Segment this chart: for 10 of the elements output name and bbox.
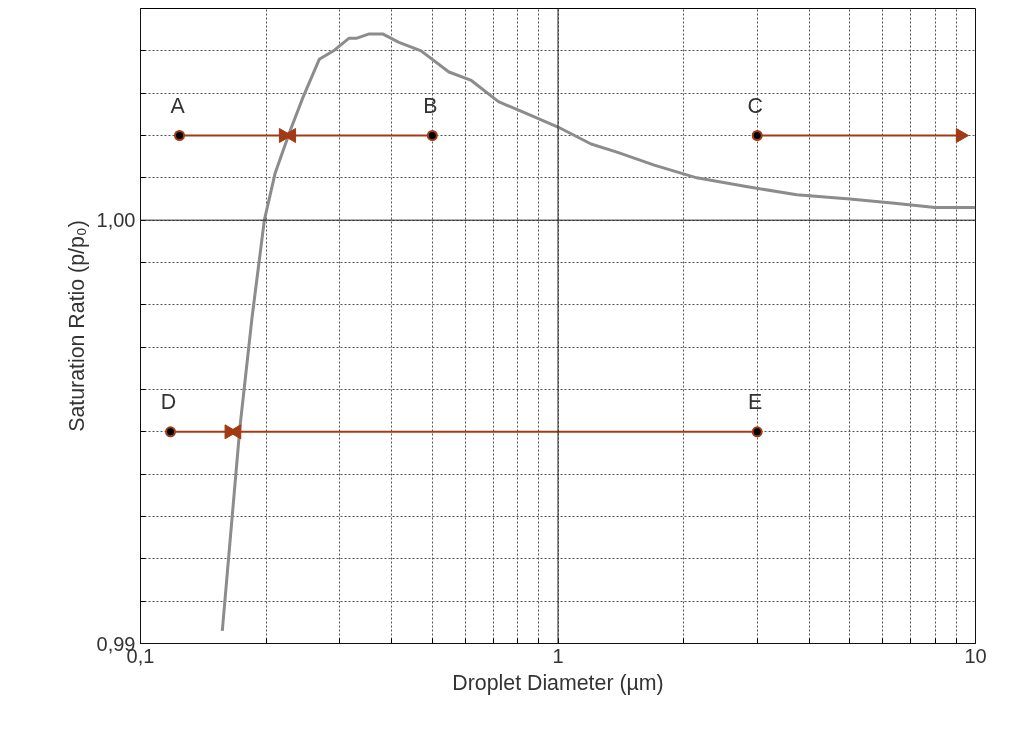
annotation: A <box>170 93 186 118</box>
x-tick-label: 10 <box>964 644 987 667</box>
annotation: B <box>423 93 438 118</box>
y-tick-label: 1,00 <box>96 209 136 232</box>
y-axis-title: Saturation Ratio (p/p₀) <box>64 220 89 432</box>
annotation: E <box>748 389 763 414</box>
annotation: C <box>747 93 763 118</box>
x-tick-label: 1 <box>552 644 564 667</box>
annotation: D <box>160 389 177 414</box>
x-axis-title: Droplet Diameter (µm) <box>452 670 664 695</box>
